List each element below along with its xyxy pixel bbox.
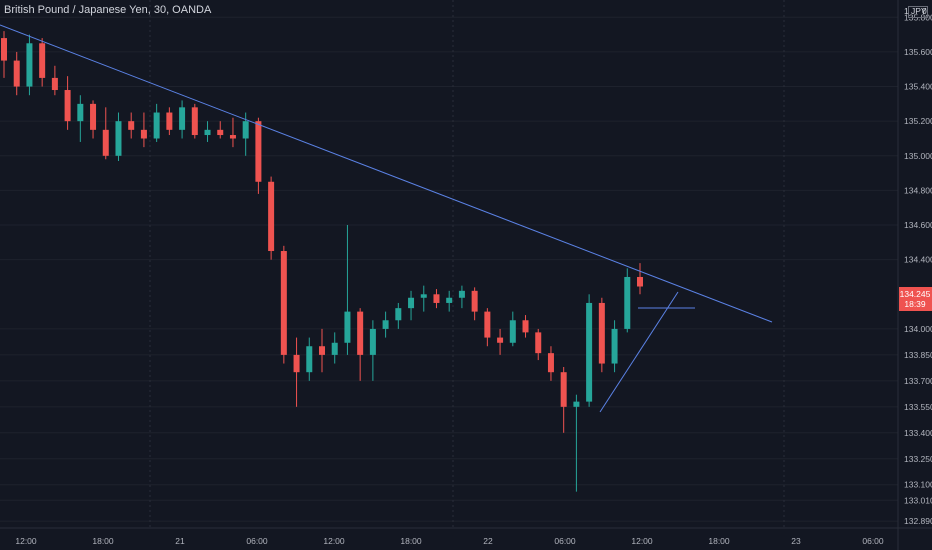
candle-up — [395, 308, 402, 321]
time-tick-label: 12:00 — [631, 536, 653, 546]
candle-up — [408, 297, 415, 309]
candle-up — [344, 311, 351, 343]
currency-box-border — [908, 6, 928, 18]
candle-down — [229, 135, 236, 139]
price-tick-label: 133.250 — [904, 454, 932, 464]
candle-down — [255, 121, 262, 182]
time-tick-label: 21 — [175, 536, 185, 546]
price-tick-label: 134.800 — [904, 185, 932, 195]
candle-down — [268, 181, 275, 252]
candle-down — [140, 129, 147, 139]
price-tick-label: 133.100 — [904, 480, 932, 490]
candle-down — [51, 77, 58, 91]
currency-label[interactable]: JPY — [911, 6, 927, 16]
time-axis: 12:00 18:00 21 06:00 12:00 18:00 22 06:00 12:00 1… — [15, 536, 884, 546]
candle-down — [319, 346, 325, 355]
price-tick-label: 133.700 — [904, 376, 932, 386]
candle-up — [77, 103, 84, 122]
price-tick-label: 133.550 — [904, 402, 932, 412]
candle-up — [26, 43, 33, 87]
candle-down — [280, 251, 287, 355]
price-tick-label: 135.000 — [904, 151, 932, 161]
candle-down — [637, 276, 643, 287]
candle-down — [484, 311, 491, 338]
candle-up — [624, 276, 631, 329]
time-tick-label: 12:00 — [323, 536, 345, 546]
candle-up — [242, 121, 249, 139]
countdown-timer: 18:39 — [904, 299, 926, 309]
candle-up — [369, 328, 376, 355]
candle-down — [64, 90, 71, 122]
price-tick-label: 134.000 — [904, 324, 932, 334]
time-tick-label: 22 — [483, 536, 493, 546]
price-tick-label: 134.400 — [904, 255, 932, 265]
scale-marker: 1 — [904, 6, 909, 16]
candle-down — [217, 129, 224, 136]
candle-up — [586, 302, 593, 402]
candle-down — [13, 60, 20, 87]
time-tick-label: 06:00 — [862, 536, 884, 546]
candle-up — [446, 297, 453, 303]
price-tick-label: 135.200 — [904, 116, 932, 126]
last-price-badge — [899, 287, 932, 311]
candle-up — [153, 112, 160, 139]
counter-label: 0 — [922, 6, 927, 16]
price-tick-label: 133.010 — [904, 495, 932, 505]
candle-down — [471, 290, 478, 312]
currency-box[interactable] — [908, 6, 928, 18]
chart-grid — [0, 16, 898, 522]
candle-down — [547, 353, 554, 373]
candle-up — [204, 129, 211, 136]
candle-down — [191, 107, 198, 136]
price-tick-label: 132.890 — [904, 516, 932, 526]
candle-up — [331, 342, 338, 355]
candle-down — [128, 121, 135, 130]
price-tick-label: 133.400 — [904, 428, 932, 438]
candle-up — [611, 328, 618, 364]
candle-down — [598, 302, 605, 364]
candle-down — [102, 129, 109, 156]
candle-up — [573, 401, 580, 407]
candle-up — [115, 121, 122, 156]
candle-down — [497, 337, 504, 343]
symbol-title: British Pound / Japanese Yen, 30, OANDA — [4, 4, 212, 16]
time-tick-label: 12:00 — [15, 536, 37, 546]
ascending-trendline[interactable] — [599, 291, 679, 413]
time-tick-label: 18:00 — [400, 536, 422, 546]
last-price-value: 134.245 — [900, 289, 931, 299]
candle-up — [306, 346, 313, 373]
candle-down — [166, 112, 173, 130]
candle-up — [458, 290, 465, 298]
candle-down — [1, 38, 7, 61]
candle-down — [560, 372, 567, 407]
time-tick-label: 18:00 — [708, 536, 730, 546]
time-tick-label: 06:00 — [554, 536, 576, 546]
price-axis: 135.800135.600135.400135.200135.000134.8… — [904, 12, 932, 526]
candle-up — [179, 107, 186, 130]
time-tick-label: 06:00 — [246, 536, 268, 546]
price-tick-label: 133.850 — [904, 350, 932, 360]
price-tick-label: 135.400 — [904, 82, 932, 92]
candle-up — [509, 320, 516, 343]
candle-down — [39, 43, 46, 78]
candle-down — [357, 311, 364, 355]
candle-up — [382, 320, 389, 329]
price-tick-label: 135.600 — [904, 47, 932, 57]
descending-trendline[interactable] — [0, 24, 773, 323]
time-tick-label: 18:00 — [92, 536, 114, 546]
time-tick-label: 23 — [791, 536, 801, 546]
price-tick-label: 134.600 — [904, 220, 932, 230]
candle-series — [1, 31, 643, 492]
candle-down — [535, 332, 542, 354]
candle-down — [433, 294, 440, 303]
candle-up — [420, 294, 427, 298]
candle-down — [90, 103, 97, 130]
candle-down — [522, 320, 529, 333]
candle-down — [293, 354, 300, 373]
